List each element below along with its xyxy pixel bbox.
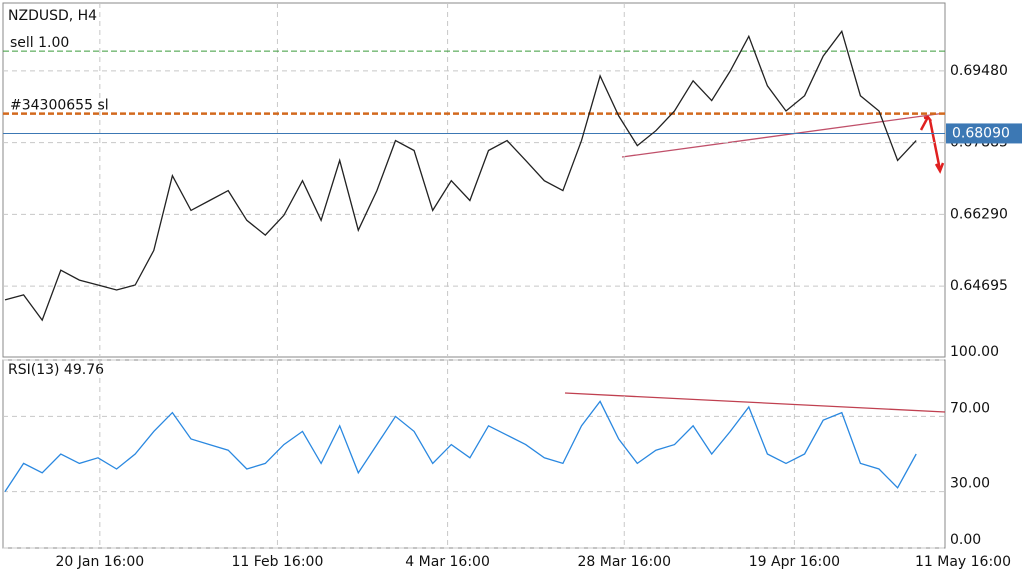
y-tick-label: 0.69480 xyxy=(950,63,1008,79)
current-price-label: 0.68090 xyxy=(952,125,1010,141)
series-line xyxy=(4,400,917,492)
rsi-trend-line xyxy=(564,392,946,413)
current-price-box xyxy=(946,123,1022,144)
x-tick-label: 19 Apr 16:00 xyxy=(749,554,840,570)
y-tick-label: 100.00 xyxy=(950,344,999,360)
series-line xyxy=(4,29,917,322)
arrows xyxy=(919,115,945,174)
y-tick-label: 30.00 xyxy=(950,476,990,492)
level-label: #34300655 sl xyxy=(10,98,109,114)
y-tick-label: 0.00 xyxy=(950,532,981,548)
level-label: sell 1.00 xyxy=(10,35,69,51)
y-tick-label: 70.00 xyxy=(950,400,990,416)
rsi-title: RSI(13) 49.76 xyxy=(8,362,104,378)
x-tick-label: 20 Jan 16:00 xyxy=(56,554,145,570)
trend-line xyxy=(621,112,946,158)
y-tick-label: 0.64695 xyxy=(950,278,1008,294)
chart-title: NZDUSD, H4 xyxy=(8,8,97,24)
x-tick-label: 11 Feb 16:00 xyxy=(232,554,324,570)
x-tick-label: 11 May 16:00 xyxy=(915,554,1011,570)
price-panel xyxy=(2,2,946,358)
x-tick-label: 28 Mar 16:00 xyxy=(578,554,671,570)
y-tick-label: 0.66290 xyxy=(950,206,1008,222)
x-tick-label: 4 Mar 16:00 xyxy=(405,554,490,570)
